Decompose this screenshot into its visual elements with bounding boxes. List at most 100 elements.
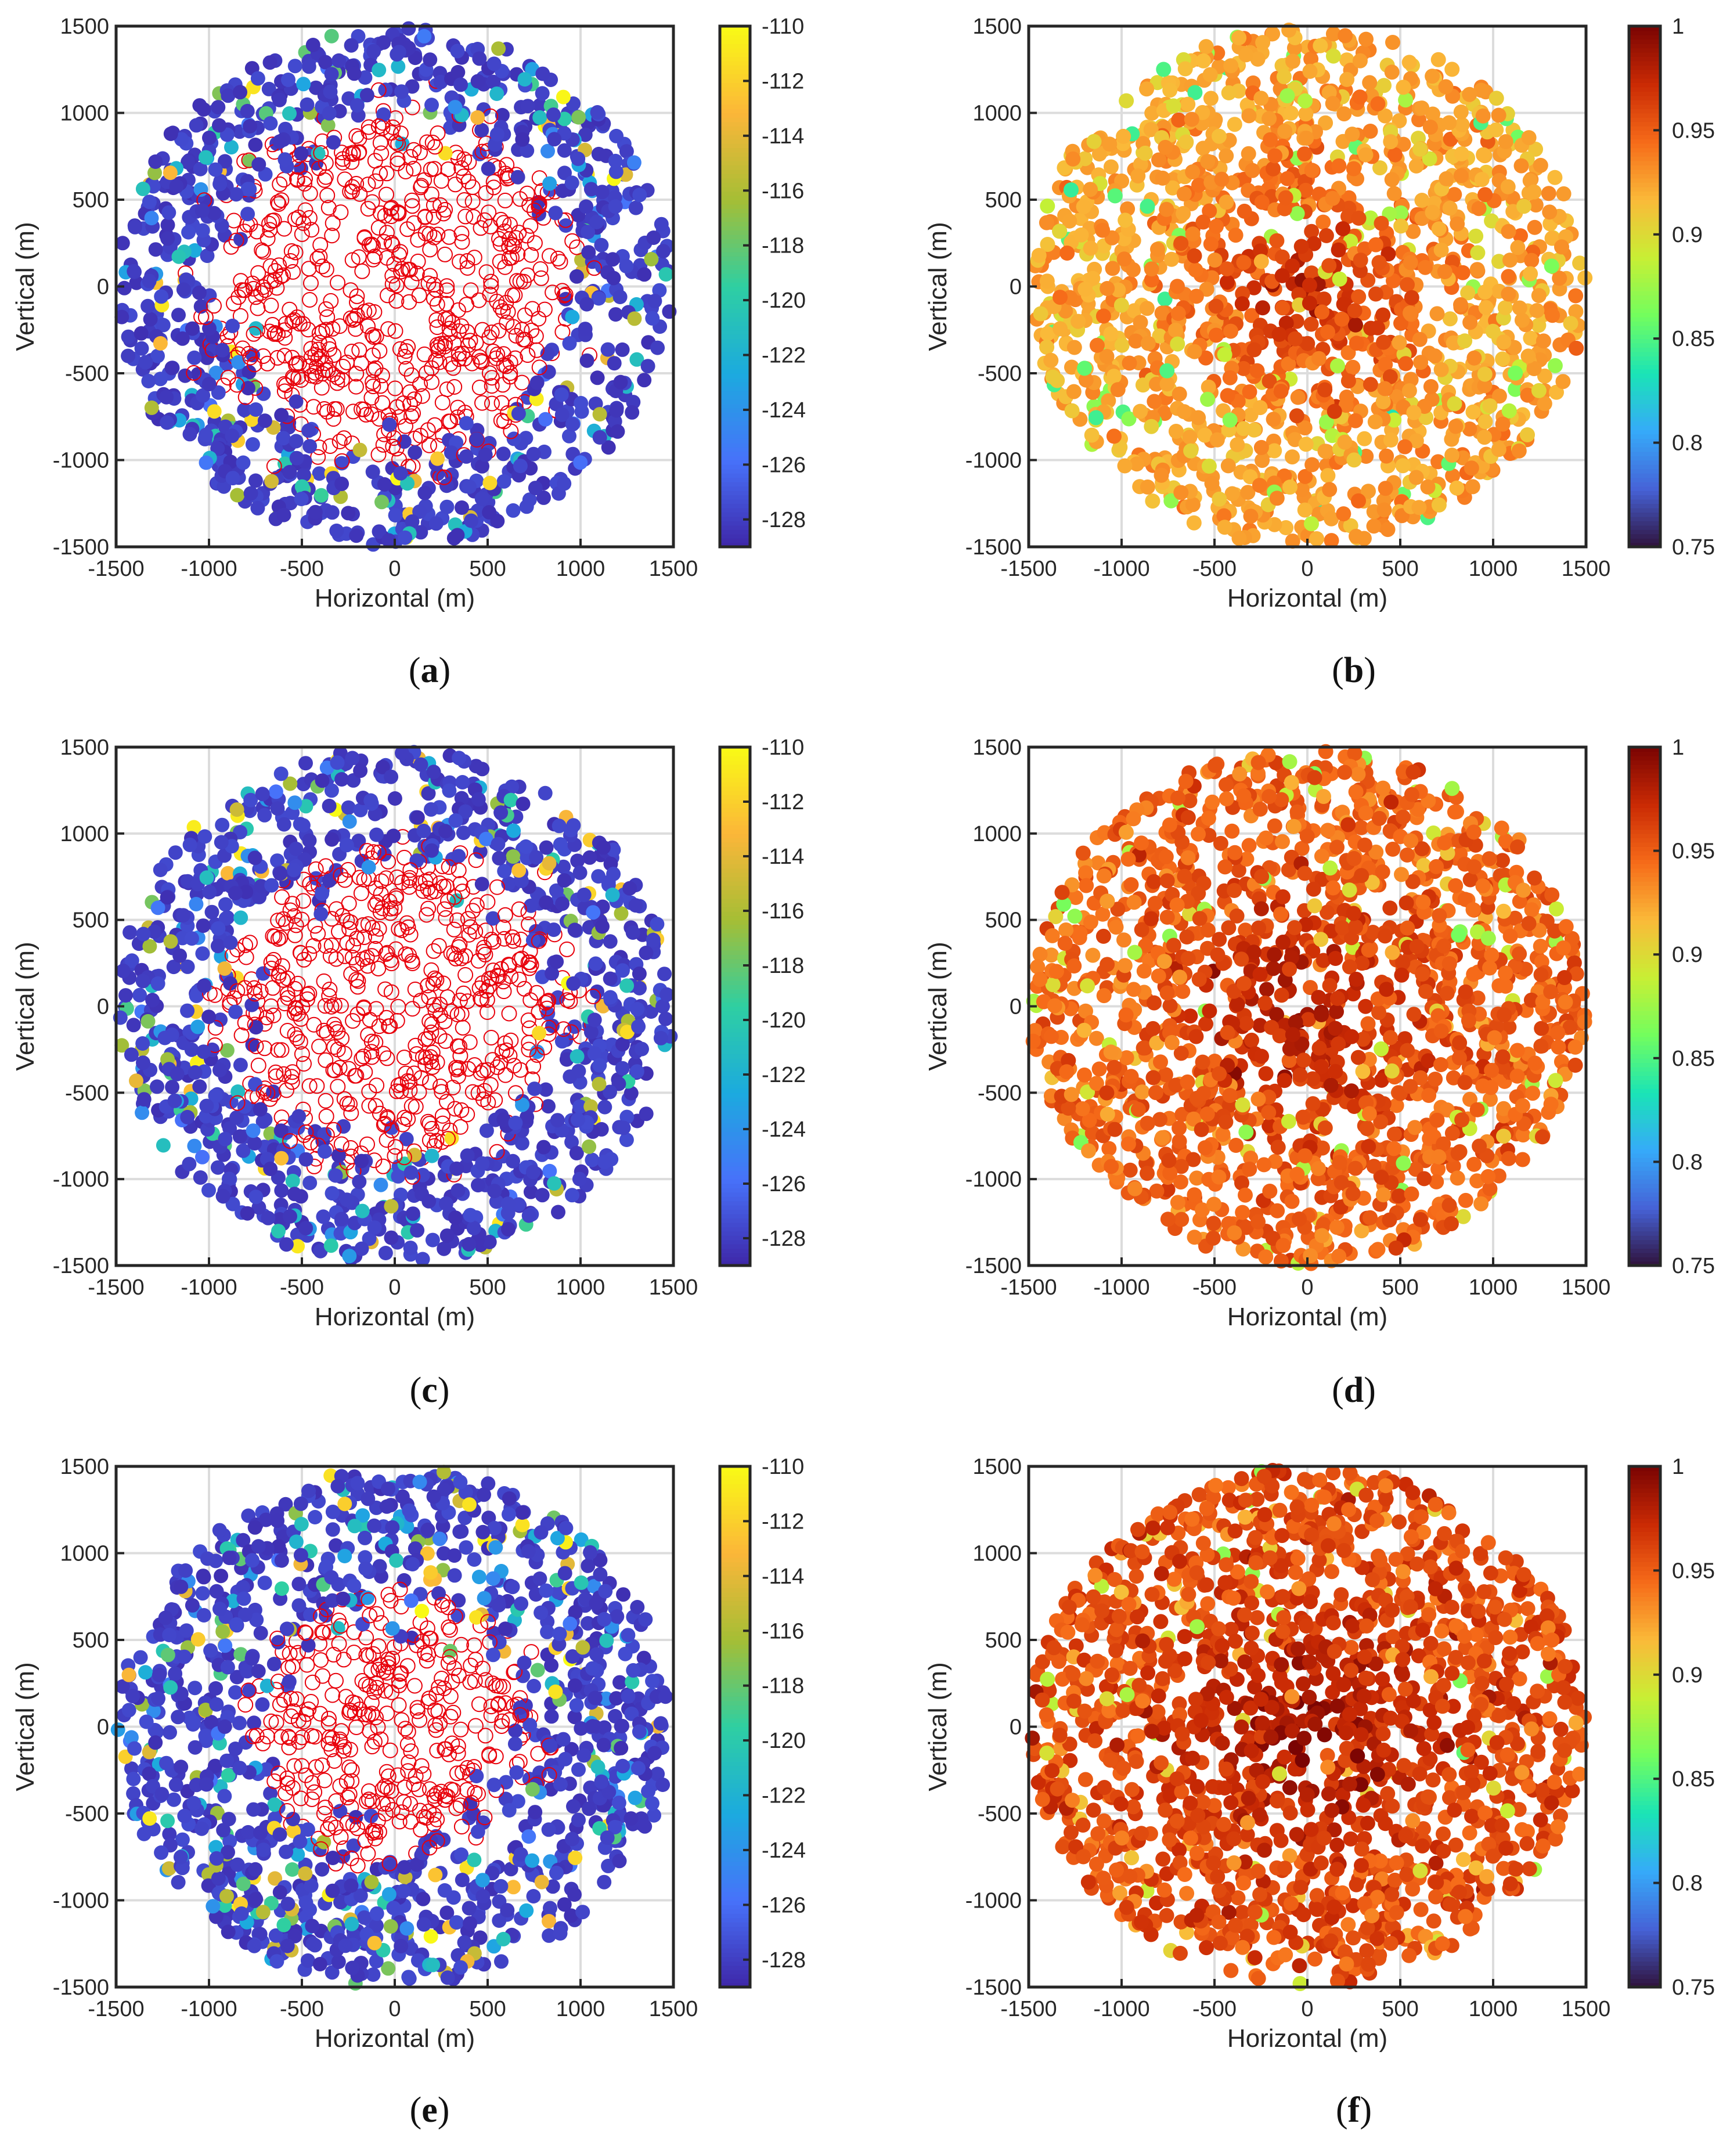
user-marker: [1130, 168, 1146, 184]
user-marker: [529, 850, 544, 865]
user-marker: [144, 211, 159, 226]
user-marker: [653, 1030, 668, 1045]
covered-user-marker: [376, 234, 392, 250]
user-marker: [1158, 139, 1173, 155]
colorbar-segment: [1629, 486, 1660, 491]
colorbar-segment: [720, 308, 750, 313]
user-marker: [1040, 199, 1055, 214]
covered-user-marker: [330, 275, 345, 291]
caption-letter: a: [421, 651, 439, 690]
user-marker: [1236, 421, 1252, 437]
user-marker: [397, 434, 412, 449]
user-marker: [148, 242, 163, 257]
user-marker: [1116, 128, 1131, 144]
covered-user-marker: [324, 228, 340, 244]
x-tick-label: 1000: [1469, 557, 1518, 581]
user-marker: [287, 59, 302, 74]
covered-user-marker: [380, 287, 395, 304]
colorbar-segment: [1629, 204, 1660, 209]
user-marker: [583, 1025, 599, 1040]
user-marker: [1231, 30, 1247, 46]
user-marker: [282, 106, 297, 121]
user-marker: [1266, 412, 1281, 427]
user-marker: [450, 44, 465, 59]
user-marker: [1474, 172, 1490, 188]
user-marker: [1331, 242, 1346, 258]
colorbar-segment: [720, 247, 750, 253]
covered-user-marker: [331, 434, 348, 449]
user-marker: [1470, 245, 1486, 261]
user-marker: [154, 289, 169, 304]
user-marker: [283, 496, 298, 511]
user-marker: [250, 500, 265, 515]
user-marker: [276, 431, 291, 446]
user-marker: [582, 1139, 597, 1154]
covered-user-marker: [289, 172, 305, 188]
user-marker: [1304, 163, 1320, 178]
user-marker: [627, 311, 642, 326]
user-marker: [439, 478, 454, 493]
user-marker: [1465, 404, 1481, 420]
colorbar-segment: [1629, 330, 1660, 335]
user-marker: [274, 408, 289, 423]
user-marker: [569, 1145, 584, 1160]
covered-user-marker: [234, 282, 250, 298]
user-marker: [1311, 351, 1327, 366]
user-marker: [341, 800, 356, 815]
user-marker: [1298, 437, 1314, 452]
covered-user-marker: [422, 241, 438, 258]
user-marker: [1542, 204, 1558, 220]
colorbar-segment: [720, 499, 750, 504]
user-marker: [515, 132, 530, 147]
user-marker: [1351, 493, 1366, 509]
user-marker: [510, 170, 525, 185]
user-marker: [576, 888, 592, 902]
user-marker: [1271, 327, 1287, 342]
user-marker: [1345, 359, 1361, 375]
colorbar-segment: [1629, 290, 1660, 296]
user-marker: [1150, 241, 1165, 257]
user-marker: [316, 1209, 331, 1224]
user-marker: [596, 840, 611, 855]
user-marker: [1228, 228, 1244, 243]
user-marker: [1420, 479, 1436, 495]
covered-user-marker: [557, 212, 574, 228]
covered-user-marker: [388, 277, 405, 294]
user-marker: [215, 817, 230, 832]
user-marker: [1252, 478, 1267, 493]
user-marker: [386, 828, 401, 843]
user-marker: [272, 134, 287, 149]
covered-user-marker: [432, 197, 448, 213]
user-marker: [126, 1018, 141, 1033]
user-marker: [287, 1187, 302, 1202]
user-marker: [506, 1153, 520, 1169]
user-marker: [116, 963, 131, 978]
covered-user-marker: [495, 303, 511, 319]
user-marker: [1516, 199, 1531, 214]
user-marker: [218, 154, 232, 169]
covered-user-marker: [484, 378, 500, 394]
user-marker: [175, 331, 190, 346]
user-marker: [609, 128, 624, 143]
covered-user-marker: [345, 403, 361, 420]
user-marker: [592, 1077, 607, 1091]
covered-user-marker: [421, 437, 437, 453]
colorbar-segment: [720, 217, 750, 222]
user-marker: [550, 1113, 565, 1128]
user-marker: [558, 218, 574, 233]
user-marker: [340, 1192, 354, 1207]
user-marker: [500, 1196, 516, 1212]
covered-user-marker: [403, 408, 419, 424]
colorbar-segment: [1629, 456, 1660, 461]
user-marker: [1495, 416, 1511, 432]
covered-user-marker: [351, 131, 367, 147]
y-tick-label: -1000: [965, 449, 1022, 473]
user-marker: [1195, 214, 1211, 230]
user-marker: [257, 807, 272, 823]
user-marker: [536, 1140, 551, 1155]
user-marker: [1544, 258, 1559, 274]
user-marker: [1346, 452, 1362, 468]
user-marker: [1039, 340, 1055, 355]
user-marker: [489, 127, 504, 142]
user-marker: [218, 1131, 233, 1146]
